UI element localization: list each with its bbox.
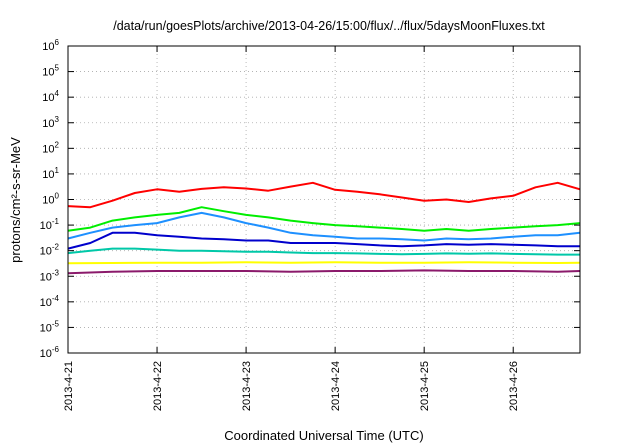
series-line (67, 247, 580, 256)
series-group (67, 181, 581, 275)
y-tick-label: 10-5 (40, 319, 60, 334)
x-tick-label: 2013-4-25 (419, 361, 431, 411)
y-tick-label: 10-6 (40, 345, 60, 360)
y-tick-label: 10-4 (40, 294, 60, 309)
y-axis-title: protons/cm²-s-sr-MeV (8, 137, 23, 263)
y-tick-label: 10-2 (40, 243, 60, 258)
y-tick-label: 100 (42, 192, 59, 207)
series-line (67, 269, 581, 275)
y-tick-label: 105 (42, 64, 59, 79)
x-tick-label: 2013-4-24 (330, 361, 342, 411)
x-axis-ticks: 2013-4-21 2013-4-22 2013-4-23 2013-4-24 2013… (63, 46, 520, 411)
series-line (67, 211, 581, 242)
x-tick-label: 2013-4-22 (152, 361, 164, 411)
grid-lines (68, 46, 580, 353)
y-tick-label: 104 (42, 89, 59, 104)
x-axis-title: Coordinated Universal Time (UTC) (224, 428, 423, 443)
series-line (67, 231, 580, 250)
series-line (67, 206, 581, 232)
y-axis-ticks: 10-6 10-5 10-4 10-3 10-2 10-1 100 101 102 103 104 1… (40, 38, 580, 360)
y-tick-label: 106 (42, 38, 59, 53)
x-tick-label: 2013-4-21 (63, 361, 75, 411)
y-tick-label: 101 (42, 166, 59, 181)
y-tick-label: 10-3 (40, 268, 60, 283)
y-tick-label: 103 (42, 115, 59, 130)
y-tick-label: 102 (42, 140, 59, 155)
x-tick-label: 2013-4-23 (241, 361, 253, 411)
x-tick-label: 2013-4-26 (508, 361, 520, 411)
y-tick-label: 10-1 (40, 217, 60, 232)
chart-title: /data/run/goesPlots/archive/2013-04-26/1… (113, 19, 545, 33)
series-line (67, 181, 581, 209)
series-line (67, 261, 581, 265)
